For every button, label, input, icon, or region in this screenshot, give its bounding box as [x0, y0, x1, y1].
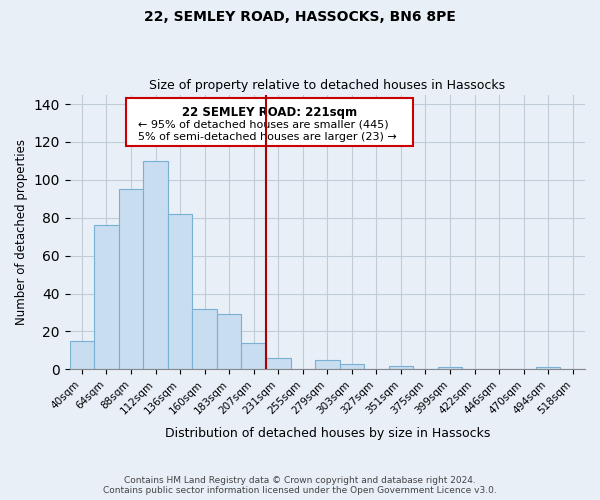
- Text: 22 SEMLEY ROAD: 221sqm: 22 SEMLEY ROAD: 221sqm: [182, 106, 357, 119]
- Bar: [438, 368, 462, 370]
- Text: Contains HM Land Registry data © Crown copyright and database right 2024.
Contai: Contains HM Land Registry data © Crown c…: [103, 476, 497, 495]
- Bar: [389, 366, 413, 370]
- Bar: [143, 161, 168, 370]
- Bar: [536, 368, 560, 370]
- Text: ← 95% of detached houses are smaller (445): ← 95% of detached houses are smaller (44…: [139, 119, 389, 129]
- Bar: [119, 190, 143, 370]
- Bar: [241, 343, 266, 369]
- Bar: [168, 214, 193, 370]
- Bar: [340, 364, 364, 370]
- Bar: [315, 360, 340, 370]
- Bar: [94, 226, 119, 370]
- Title: Size of property relative to detached houses in Hassocks: Size of property relative to detached ho…: [149, 79, 505, 92]
- Text: 5% of semi-detached houses are larger (23) →: 5% of semi-detached houses are larger (2…: [139, 132, 397, 142]
- X-axis label: Distribution of detached houses by size in Hassocks: Distribution of detached houses by size …: [164, 427, 490, 440]
- FancyBboxPatch shape: [126, 98, 413, 146]
- Bar: [193, 308, 217, 370]
- Y-axis label: Number of detached properties: Number of detached properties: [15, 139, 28, 325]
- Bar: [70, 341, 94, 370]
- Text: 22, SEMLEY ROAD, HASSOCKS, BN6 8PE: 22, SEMLEY ROAD, HASSOCKS, BN6 8PE: [144, 10, 456, 24]
- Bar: [266, 358, 290, 370]
- Bar: [217, 314, 241, 370]
